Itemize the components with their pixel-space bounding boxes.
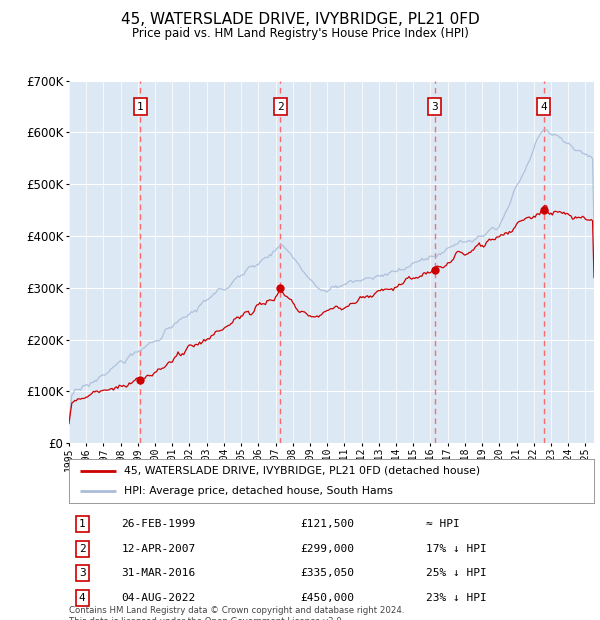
Text: 1: 1 (137, 102, 144, 112)
Text: 04-AUG-2022: 04-AUG-2022 (121, 593, 196, 603)
Text: HPI: Average price, detached house, South Hams: HPI: Average price, detached house, Sout… (124, 486, 393, 497)
Text: 45, WATERSLADE DRIVE, IVYBRIDGE, PL21 0FD: 45, WATERSLADE DRIVE, IVYBRIDGE, PL21 0F… (121, 12, 479, 27)
Text: 2: 2 (277, 102, 284, 112)
Text: 3: 3 (79, 568, 86, 578)
Text: Price paid vs. HM Land Registry's House Price Index (HPI): Price paid vs. HM Land Registry's House … (131, 27, 469, 40)
Text: 12-APR-2007: 12-APR-2007 (121, 544, 196, 554)
Text: 4: 4 (541, 102, 547, 112)
Text: 25% ↓ HPI: 25% ↓ HPI (426, 568, 487, 578)
Text: 26-FEB-1999: 26-FEB-1999 (121, 519, 196, 529)
Text: 45, WATERSLADE DRIVE, IVYBRIDGE, PL21 0FD (detached house): 45, WATERSLADE DRIVE, IVYBRIDGE, PL21 0F… (124, 466, 480, 476)
Text: £121,500: £121,500 (300, 519, 354, 529)
Text: 31-MAR-2016: 31-MAR-2016 (121, 568, 196, 578)
Text: £450,000: £450,000 (300, 593, 354, 603)
Text: 23% ↓ HPI: 23% ↓ HPI (426, 593, 487, 603)
Text: £335,050: £335,050 (300, 568, 354, 578)
Text: £299,000: £299,000 (300, 544, 354, 554)
Text: ≈ HPI: ≈ HPI (426, 519, 460, 529)
Text: Contains HM Land Registry data © Crown copyright and database right 2024.
This d: Contains HM Land Registry data © Crown c… (69, 606, 404, 620)
Text: 1: 1 (79, 519, 86, 529)
Text: 17% ↓ HPI: 17% ↓ HPI (426, 544, 487, 554)
Text: 4: 4 (79, 593, 86, 603)
Text: 2: 2 (79, 544, 86, 554)
Text: 3: 3 (431, 102, 438, 112)
